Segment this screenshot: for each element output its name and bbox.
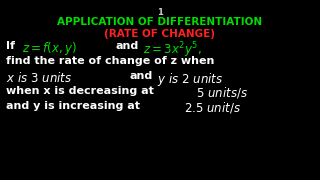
Text: (RATE OF CHANGE): (RATE OF CHANGE): [105, 29, 215, 39]
Text: $y\ is\ 2\ units$: $y\ is\ 2\ units$: [157, 71, 223, 88]
Text: $5\ \mathit{units/s}$: $5\ \mathit{units/s}$: [196, 85, 248, 100]
Text: $z = 3x^2y^5,$: $z = 3x^2y^5,$: [143, 40, 202, 60]
Text: and y is increasing at: and y is increasing at: [6, 101, 140, 111]
Text: find the rate of change of z when: find the rate of change of z when: [6, 56, 214, 66]
Text: $z = f(x,y)$: $z = f(x,y)$: [22, 40, 77, 57]
Text: $2.5\ \mathit{unit/s}$: $2.5\ \mathit{unit/s}$: [184, 100, 241, 115]
Text: APPLICATION OF DIFFERENTIATION: APPLICATION OF DIFFERENTIATION: [57, 17, 263, 27]
Text: and: and: [115, 41, 138, 51]
Text: If: If: [6, 41, 15, 51]
Text: when x is decreasing at: when x is decreasing at: [6, 86, 154, 96]
Text: 1: 1: [157, 8, 163, 17]
Text: $x\ is\ 3\ units$: $x\ is\ 3\ units$: [6, 71, 72, 85]
Text: and: and: [130, 71, 153, 81]
